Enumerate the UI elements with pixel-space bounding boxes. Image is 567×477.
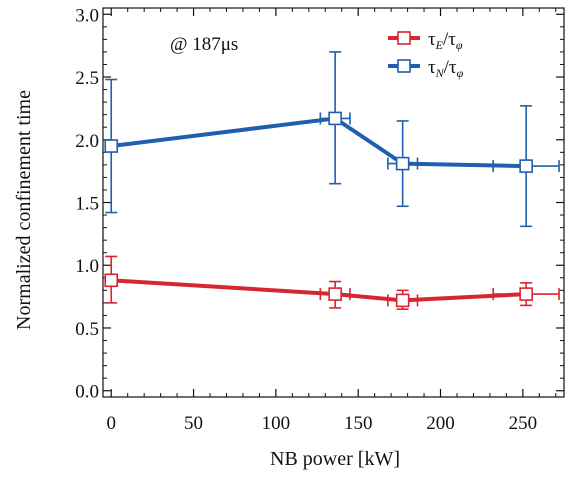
y-tick-label: 1.5 (75, 194, 99, 215)
data-point (519, 159, 533, 173)
y-tick-label: 1.0 (75, 256, 99, 277)
data-point (104, 273, 119, 288)
data-point (395, 293, 410, 308)
y-tick-label: 2.0 (75, 131, 99, 152)
y-tick-label: 0.5 (75, 319, 99, 340)
data-point (395, 156, 410, 171)
series-1 (104, 51, 560, 228)
x-tick-label: 150 (344, 413, 373, 434)
series-0 (104, 255, 560, 310)
data-point (328, 111, 342, 126)
legend-label: τE/τφ (428, 29, 463, 52)
series-layer (104, 51, 560, 310)
data-point (519, 287, 533, 301)
legend: τE/τφ τN/τφ (388, 29, 464, 80)
legend-label: τN/τφ (428, 57, 464, 80)
annotation-label: @ 187μs (170, 34, 238, 55)
x-axis-label: NB power [kW] (270, 448, 400, 470)
y-tick-label: 2.5 (75, 68, 99, 89)
plot-frame (102, 7, 565, 398)
legend-marker (397, 59, 411, 73)
x-tick-label: 100 (262, 413, 291, 434)
y-tick-label: 3.0 (75, 5, 99, 26)
x-tick-label: 0 (106, 413, 116, 434)
y-axis-label: Normalized confinement time (13, 90, 35, 330)
series-line (110, 116, 527, 169)
data-point (328, 287, 342, 301)
x-tick-label: 50 (184, 413, 203, 434)
data-point (104, 139, 119, 153)
legend-marker (397, 31, 411, 45)
series-line (111, 278, 527, 303)
x-tick-label: 200 (426, 413, 455, 434)
y-tick-label: 0.0 (75, 382, 99, 403)
plot-area: 0 50 100 150 200 250 0.0 0.5 1.0 1.5 2.0 2.5 3.0 (75, 5, 565, 434)
x-tick-label: 250 (509, 413, 538, 434)
